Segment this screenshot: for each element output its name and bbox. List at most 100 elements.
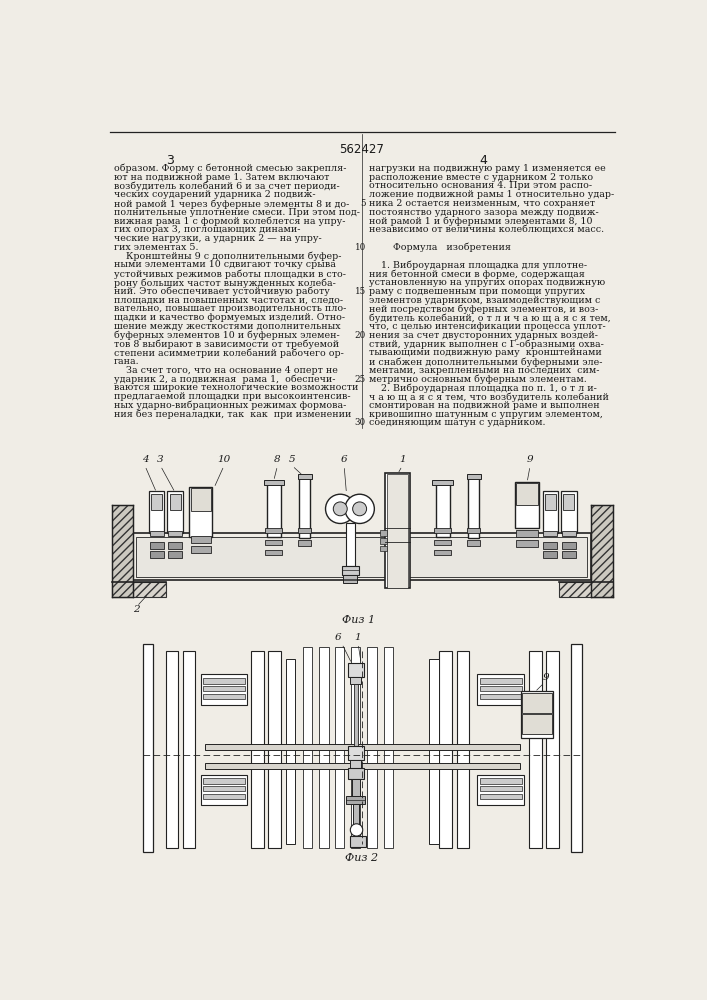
Bar — [203, 778, 245, 784]
Text: 3: 3 — [157, 455, 164, 464]
Text: буферных элементов 10 и буферных элемен-: буферных элементов 10 и буферных элемен- — [114, 331, 339, 340]
Bar — [344, 575, 357, 583]
Text: ударник 2, а подвижная  рама 1,  обеспечи-: ударник 2, а подвижная рама 1, обеспечи- — [114, 375, 335, 384]
Text: тов 8 выбирают в зависимости от требуемой: тов 8 выбирают в зависимости от требуемо… — [114, 339, 339, 349]
Text: возбудитель колебаний 6 и за счет периоди-: возбудитель колебаний 6 и за счет период… — [114, 181, 339, 191]
Bar — [348, 768, 363, 779]
Bar — [434, 540, 451, 545]
Text: Физ 2: Физ 2 — [346, 853, 378, 863]
Text: Физ 1: Физ 1 — [341, 615, 375, 625]
Bar — [168, 551, 182, 558]
Bar — [522, 693, 552, 713]
Bar — [264, 480, 284, 485]
Bar — [354, 804, 359, 827]
Text: 4: 4 — [479, 154, 488, 167]
Bar — [571, 644, 582, 852]
Text: ника 2 остается неизменным, что сохраняет: ника 2 остается неизменным, что сохраняе… — [369, 199, 595, 208]
Bar — [168, 542, 182, 549]
Text: элементов ударником, взаимодействующим с: элементов ударником, взаимодействующим с — [369, 296, 600, 305]
Bar — [545, 494, 556, 510]
Text: 20: 20 — [355, 331, 366, 340]
Bar — [380, 538, 387, 544]
Bar — [351, 647, 361, 848]
Bar — [150, 542, 163, 549]
Bar — [562, 531, 575, 536]
Bar — [265, 540, 282, 545]
Text: кривошипно шатунным с упругим элементом,: кривошипно шатунным с упругим элементом, — [369, 410, 603, 419]
Text: ных ударно-вибрационных режимах формова-: ных ударно-вибрационных режимах формова- — [114, 401, 346, 410]
Bar — [298, 540, 311, 546]
Bar — [380, 530, 387, 536]
Bar — [480, 786, 522, 791]
Text: 2. Виброударная площадка по п. 1, о т л и-: 2. Виброударная площадка по п. 1, о т л … — [369, 383, 597, 393]
Text: гих элементах 5.: гих элементах 5. — [114, 243, 199, 252]
Bar — [341, 566, 359, 575]
Text: ной рамой 1 и буферными элементами 8, 10: ной рамой 1 и буферными элементами 8, 10 — [369, 217, 592, 226]
Text: 10: 10 — [355, 243, 366, 252]
Text: вательно, повышает производительность пло-: вательно, повышает производительность пл… — [114, 304, 346, 313]
Bar — [354, 684, 358, 746]
Text: ментами, закрепленными на последних  сим-: ментами, закрепленными на последних сим- — [369, 366, 600, 375]
Text: ней посредством буферных элементов, и воз-: ней посредством буферных элементов, и во… — [369, 304, 598, 314]
Bar — [201, 674, 247, 705]
Bar — [516, 540, 538, 547]
Bar — [170, 494, 180, 510]
Circle shape — [345, 494, 374, 523]
Bar — [543, 531, 557, 536]
Bar — [543, 542, 557, 549]
Bar — [516, 530, 538, 537]
Bar — [346, 523, 355, 566]
Bar — [168, 491, 183, 533]
Bar — [380, 546, 387, 551]
Bar — [467, 474, 481, 479]
Text: 6: 6 — [341, 455, 347, 464]
Bar — [320, 647, 329, 848]
Bar — [457, 651, 469, 848]
Text: 562427: 562427 — [339, 143, 385, 156]
Bar — [168, 531, 182, 536]
Bar — [265, 528, 282, 533]
Bar — [351, 760, 361, 768]
Bar — [286, 659, 296, 844]
Bar — [351, 836, 366, 847]
Bar — [298, 528, 311, 533]
Text: 9: 9 — [542, 673, 549, 682]
Bar — [436, 483, 450, 537]
Bar — [434, 550, 451, 555]
Text: и снабжен дополнительными буферными эле-: и снабжен дополнительными буферными эле- — [369, 357, 602, 367]
Text: шение между жесткостями дополнительных: шение между жесткостями дополнительных — [114, 322, 341, 331]
Bar — [429, 659, 438, 844]
Bar — [547, 651, 559, 848]
Text: ваются широкие технологические возможности: ваются широкие технологические возможнос… — [114, 383, 358, 392]
Text: метрично основным буферным элементам.: метрично основным буферным элементам. — [369, 375, 587, 384]
Bar — [352, 779, 360, 796]
Text: 1: 1 — [354, 633, 361, 642]
Text: 9: 9 — [527, 455, 534, 464]
Text: 2: 2 — [133, 605, 140, 614]
Text: ложение подвижной рамы 1 относительно удар-: ложение подвижной рамы 1 относительно уд… — [369, 190, 614, 199]
Bar — [191, 536, 211, 543]
Text: ными элементами 10 сдвигают точку срыва: ными элементами 10 сдвигают точку срыва — [114, 260, 336, 269]
Bar — [480, 694, 522, 699]
Bar — [515, 482, 539, 528]
Text: нагрузки на подвижную раму 1 изменяется ее: нагрузки на подвижную раму 1 изменяется … — [369, 164, 606, 173]
Text: гих опорах 3, поглощающих динами-: гих опорах 3, поглощающих динами- — [114, 225, 300, 234]
Text: раму с подвешенным при помощи упругих: раму с подвешенным при помощи упругих — [369, 287, 585, 296]
Text: 6: 6 — [334, 633, 341, 642]
Bar — [591, 505, 613, 597]
Bar — [149, 491, 164, 533]
Bar — [268, 651, 281, 848]
Bar — [265, 550, 282, 555]
Text: предлагаемой площадки при высокоинтенсив-: предлагаемой площадки при высокоинтенсив… — [114, 392, 351, 401]
Bar — [467, 528, 480, 533]
Text: 30: 30 — [355, 418, 366, 427]
Bar — [434, 528, 451, 533]
Bar — [480, 778, 522, 784]
Text: степени асимметрии колебаний рабочего ор-: степени асимметрии колебаний рабочего ор… — [114, 348, 344, 358]
Text: площадки на повышенных частотах и, следо-: площадки на повышенных частотах и, следо… — [114, 296, 343, 305]
Text: 3: 3 — [166, 154, 174, 167]
Text: 15: 15 — [355, 287, 366, 296]
Bar — [112, 505, 134, 597]
Text: соединяющим шатун с ударником.: соединяющим шатун с ударником. — [369, 418, 545, 427]
Text: устойчивых режимов работы площадки в сто-: устойчивых режимов работы площадки в сто… — [114, 269, 346, 279]
